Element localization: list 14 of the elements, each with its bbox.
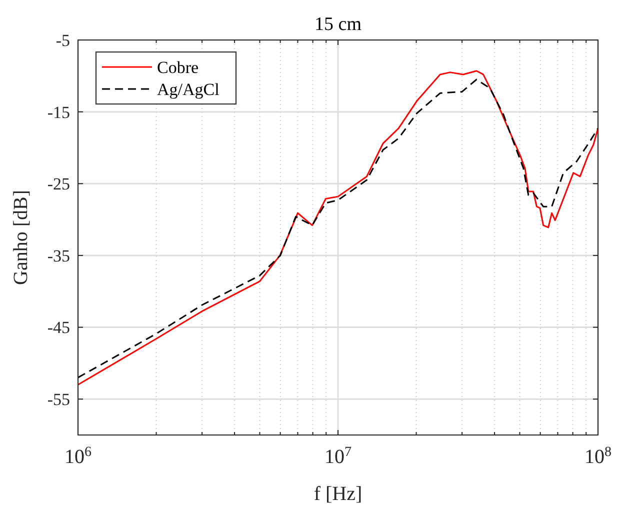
chart-title: 15 cm xyxy=(314,14,362,35)
x-axis-title: f [Hz] xyxy=(314,483,362,505)
y-tick-label: -55 xyxy=(47,390,70,410)
y-tick-label: -45 xyxy=(47,318,70,338)
y-tick-label: -15 xyxy=(47,102,70,122)
y-tick-label: -35 xyxy=(47,246,70,266)
x-tick-label: 10$^{6}$ xyxy=(64,444,92,468)
y-axis-title: Ganho [dB] xyxy=(10,190,32,285)
y-tick-label: -5 xyxy=(56,30,70,50)
x-tick-label: 10$^{7}$ xyxy=(324,444,352,468)
legend-label: Ag/AgCl xyxy=(157,80,220,99)
y-tick-label: -25 xyxy=(47,174,70,194)
legend-label: Cobre xyxy=(157,58,199,77)
x-tick-label: 10$^{8}$ xyxy=(584,444,612,468)
